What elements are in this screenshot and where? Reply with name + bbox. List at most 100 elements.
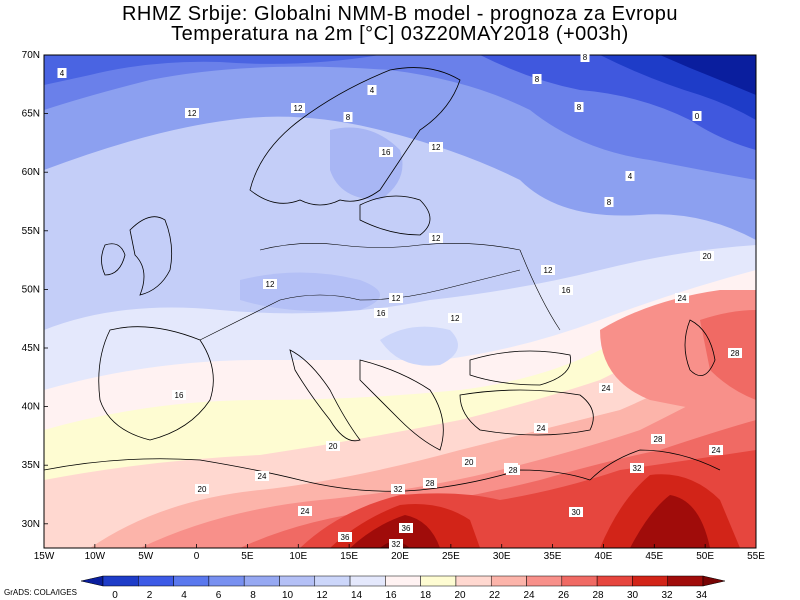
contour-label-bg	[599, 383, 613, 393]
contour-label: 12	[294, 104, 303, 113]
colorbar-label: 10	[282, 590, 294, 600]
colorbar-label: 32	[661, 590, 673, 600]
lat-label: 65N	[22, 109, 40, 120]
map-title-line2: Temperatura na 2m [°C] 03Z20MAY2018 (+00…	[171, 23, 629, 45]
contour-label-bg	[391, 484, 405, 494]
colorbar-swatch	[138, 575, 174, 587]
contour-label: 8	[583, 53, 588, 62]
contour-label-bg	[692, 111, 702, 121]
colorbar-label: 20	[454, 590, 466, 600]
colorbar-label: 28	[592, 590, 604, 600]
contour-label: 12	[188, 109, 197, 118]
contour-label-bg	[57, 68, 67, 78]
contour-label-bg	[389, 539, 403, 549]
colorbar-label: 2	[147, 590, 153, 600]
contour-label: 4	[370, 86, 375, 95]
contour-label-bg	[534, 423, 548, 433]
colorbar-swatch	[314, 575, 351, 587]
colorbar-swatch	[526, 575, 563, 587]
contour-label-bg	[448, 313, 462, 323]
contour-label-bg	[630, 463, 644, 473]
lon-label: 15E	[340, 551, 358, 562]
lon-label: 45E	[645, 551, 663, 562]
contour-label: 16	[562, 286, 571, 295]
colorbar-swatch	[173, 575, 210, 587]
lon-label: 25E	[442, 551, 460, 562]
contour-label: 32	[633, 464, 642, 473]
colorbar-swatch	[243, 575, 280, 587]
contour-label-bg	[423, 478, 437, 488]
contour-label-bg	[326, 441, 340, 451]
lon-label: 20E	[391, 551, 409, 562]
contour-label: 28	[731, 349, 740, 358]
lon-label: 55E	[747, 551, 765, 562]
footer-credit: GrADS: COLA/IGES	[4, 588, 77, 597]
colorbar-label: 4	[181, 590, 187, 600]
contour-label-bg	[532, 74, 542, 84]
contour-label-bg	[429, 142, 443, 152]
contour-label: 12	[266, 280, 275, 289]
colorbar-label: 22	[489, 590, 501, 600]
contour-label-bg	[389, 293, 403, 303]
colorbar-label: 34	[696, 590, 708, 600]
contour-label: 0	[695, 112, 700, 121]
lon-label: 30E	[493, 551, 511, 562]
colorbar-label: 16	[385, 590, 397, 600]
contour-label-bg	[263, 279, 277, 289]
contour-label-bg	[675, 293, 689, 303]
contour-label: 4	[628, 172, 633, 181]
colorbar-swatch	[490, 575, 527, 587]
contour-label-bg	[195, 484, 209, 494]
contour-label: 8	[346, 113, 351, 122]
contour-label-bg	[172, 390, 186, 400]
contour-label-bg	[462, 457, 476, 467]
colorbar-label: 30	[627, 590, 639, 600]
contour-label-bg	[559, 285, 573, 295]
map-title-line1: RHMZ Srbije: Globalni NMM-B model - prog…	[121, 3, 679, 25]
colorbar: 0 2 4 6 8 10 12 14 16 18 20 22 24 26 28 30 32 34	[80, 575, 726, 600]
temperature-field	[44, 55, 756, 548]
contour-label: 16	[382, 148, 391, 157]
contour-label: 12	[544, 266, 553, 275]
contour-label: 8	[577, 103, 582, 112]
colorbar-swatch	[208, 575, 245, 587]
contour-label-bg	[580, 52, 590, 62]
contour-label-bg	[651, 434, 665, 444]
longitude-labels: 15W 10W 5W 0 5E 10E 15E 20E 25E 30E 35E 40E 45E 50E 55…	[34, 544, 765, 562]
contour-label: 24	[301, 507, 310, 516]
contour-label: 8	[607, 198, 612, 207]
lat-label: 70N	[22, 50, 40, 61]
contour-label: 20	[703, 252, 712, 261]
contour-label: 12	[432, 143, 441, 152]
latitude-labels: 70N 65N 60N 55N 50N 45N 40N 35N 30N	[22, 50, 48, 530]
contour-label: 24	[258, 472, 267, 481]
contour-label: 24	[602, 384, 611, 393]
colorbar-swatch	[279, 575, 316, 587]
colorbar-label: 6	[216, 590, 222, 600]
colorbar-label: 18	[420, 590, 432, 600]
contour-label-bg	[185, 108, 199, 118]
contour-label-bg	[569, 507, 583, 517]
contour-label: 24	[537, 424, 546, 433]
contour-label-bg	[728, 348, 742, 358]
colorbar-label: 0	[112, 590, 118, 600]
coastlines	[44, 67, 721, 492]
contour-label: 32	[392, 540, 401, 549]
contour-label: 32	[394, 485, 403, 494]
contour-label-bg	[574, 102, 584, 112]
colorbar-swatch	[420, 575, 457, 587]
colorbar-label: 14	[351, 590, 363, 600]
contour-label: 4	[60, 69, 65, 78]
contour-labels: 4 4 8 8 8 0 12 12 8 16 12 4 8 12 12 12 12 16 12 16 20 24 16 24 2…	[57, 52, 742, 549]
colorbar-swatch	[455, 575, 492, 587]
colorbar-swatch	[349, 575, 386, 587]
contour-label: 36	[402, 524, 411, 533]
lon-label: 50E	[696, 551, 714, 562]
contour-label-bg	[374, 308, 388, 318]
contour-label: 36	[341, 533, 350, 542]
contour-label: 20	[465, 458, 474, 467]
contour-label-bg	[541, 265, 555, 275]
contour-label: 16	[377, 309, 386, 318]
contour-label: 24	[678, 294, 687, 303]
